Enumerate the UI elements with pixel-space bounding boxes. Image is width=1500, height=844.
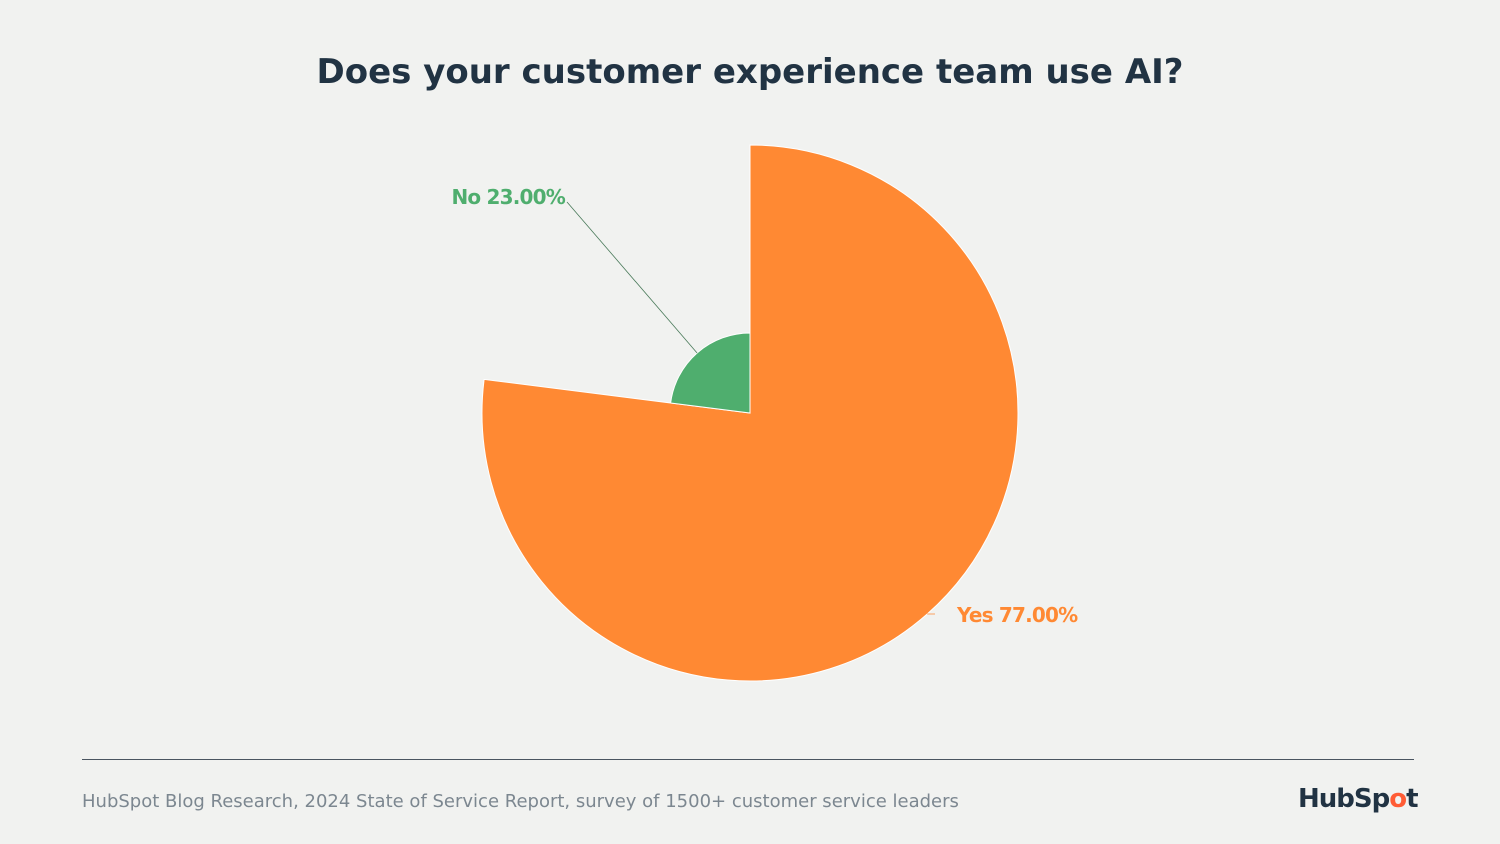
footer-divider: [82, 759, 1414, 760]
slice-label-yes: Yes 77.00%: [956, 603, 1078, 627]
chart-title: Does your customer experience team use A…: [316, 52, 1184, 92]
source-note: HubSpot Blog Research, 2024 State of Ser…: [82, 791, 959, 812]
slice-label-no: No 23.00%: [451, 185, 565, 209]
hubspot-logo: HubSpot: [1298, 784, 1419, 814]
pie-slice-no: [670, 332, 751, 414]
leader-line-no: [566, 201, 698, 354]
